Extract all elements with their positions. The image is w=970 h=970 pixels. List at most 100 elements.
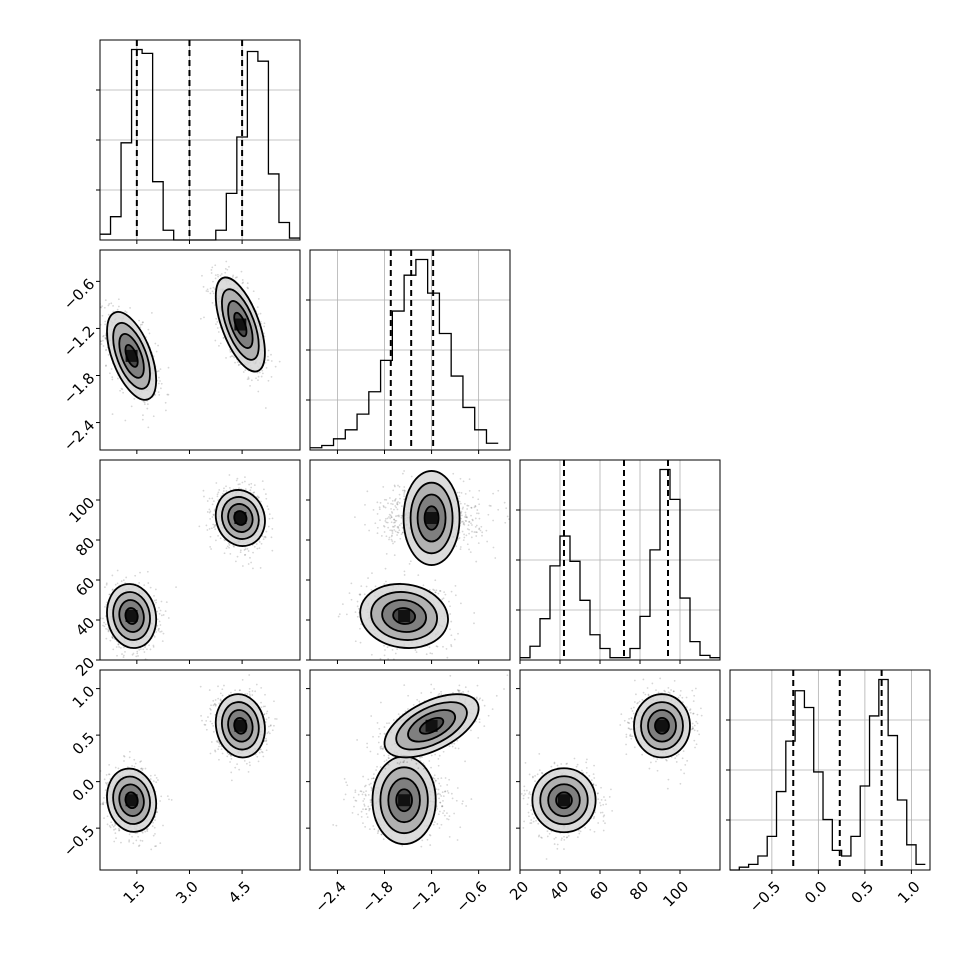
contour-line: [221, 288, 260, 361]
sample-point: [202, 285, 205, 288]
sample-point: [155, 845, 157, 847]
sample-point: [147, 582, 150, 584]
sample-point: [118, 827, 120, 830]
sample-point: [263, 488, 265, 491]
sample-point: [250, 486, 253, 489]
sample-point: [164, 401, 167, 404]
sample-point: [246, 378, 249, 381]
sample-point: [101, 314, 104, 317]
sample-point: [111, 824, 114, 826]
sample-point: [113, 840, 116, 843]
sample-point: [142, 400, 145, 403]
sample-point: [228, 546, 230, 549]
sample-point: [209, 292, 212, 295]
sample-point: [206, 500, 209, 502]
sample-point: [105, 637, 108, 640]
sample-point: [102, 801, 105, 804]
sample-point: [251, 690, 254, 692]
sample-point: [139, 571, 141, 574]
sample-point: [165, 601, 168, 603]
sample-point: [239, 551, 242, 554]
sample-point: [215, 482, 218, 484]
sample-point: [108, 593, 111, 596]
sample-point: [111, 588, 114, 591]
sample-point: [237, 364, 240, 367]
sample-point: [117, 377, 119, 380]
sample-point: [116, 654, 118, 657]
sample-point: [105, 774, 108, 776]
sample-point: [260, 375, 263, 378]
sample-point: [159, 380, 161, 382]
sample-point: [215, 323, 217, 326]
sample-point: [159, 624, 162, 626]
contour-line: [227, 503, 254, 533]
sample-point: [104, 623, 107, 626]
sample-point: [264, 705, 266, 708]
sample-point: [256, 547, 259, 550]
histogram-step-p0: [100, 48, 300, 241]
sample-point: [154, 342, 157, 345]
sample-point: [132, 652, 135, 655]
sample-point: [130, 405, 133, 408]
sample-point: [253, 484, 256, 487]
sample-point: [132, 842, 135, 845]
contour-line: [106, 767, 158, 833]
sample-point: [104, 338, 107, 340]
sample-point: [212, 280, 214, 283]
sample-point: [233, 356, 236, 359]
sample-point: [162, 614, 165, 616]
sample-point: [123, 646, 125, 649]
sample-point: [117, 298, 120, 301]
sample-point: [105, 583, 108, 586]
sample-point: [252, 491, 255, 494]
sample-point: [222, 337, 225, 339]
panel-frame: [519, 459, 721, 661]
sample-point: [214, 523, 217, 526]
sample-point: [109, 826, 112, 829]
sample-point: [131, 764, 134, 767]
sample-point: [267, 379, 270, 382]
sample-point: [274, 365, 277, 368]
sample-point: [155, 631, 158, 633]
sample-point: [250, 379, 253, 382]
sample-point: [111, 636, 114, 639]
sample-point: [209, 287, 212, 290]
sample-point: [212, 704, 215, 707]
sample-point: [222, 490, 225, 492]
sample-point: [218, 344, 220, 347]
sample-point: [265, 739, 268, 742]
sample-point: [152, 644, 155, 647]
sample-point: [95, 806, 97, 808]
sample-point: [231, 275, 234, 278]
sample-point: [232, 544, 235, 547]
sample-point: [214, 264, 217, 267]
panel-frame: [99, 249, 301, 451]
sample-point: [258, 371, 261, 374]
sample-point: [258, 541, 261, 543]
sample-point: [264, 536, 267, 539]
sample-point: [167, 366, 170, 369]
sample-point: [105, 349, 107, 352]
sample-point: [264, 493, 267, 495]
sample-point: [233, 545, 235, 548]
sample-point: [107, 773, 110, 776]
sample-point: [117, 643, 120, 645]
sample-point: [159, 842, 162, 845]
sample-point: [108, 763, 111, 766]
sample-point: [103, 797, 105, 799]
sample-point: [146, 828, 148, 831]
sample-point: [260, 748, 262, 751]
sample-point: [263, 322, 266, 325]
sample-point: [158, 393, 161, 396]
contour-line: [124, 607, 139, 625]
sample-point: [241, 565, 244, 567]
sample-point: [265, 497, 268, 500]
sample-point: [115, 646, 118, 648]
sample-point: [138, 582, 141, 584]
sample-point: [260, 323, 263, 325]
sample-point: [248, 674, 251, 676]
sample-point: [93, 607, 95, 609]
sample-point: [105, 627, 107, 630]
sample-point: [121, 388, 124, 391]
sample-point: [120, 387, 123, 390]
